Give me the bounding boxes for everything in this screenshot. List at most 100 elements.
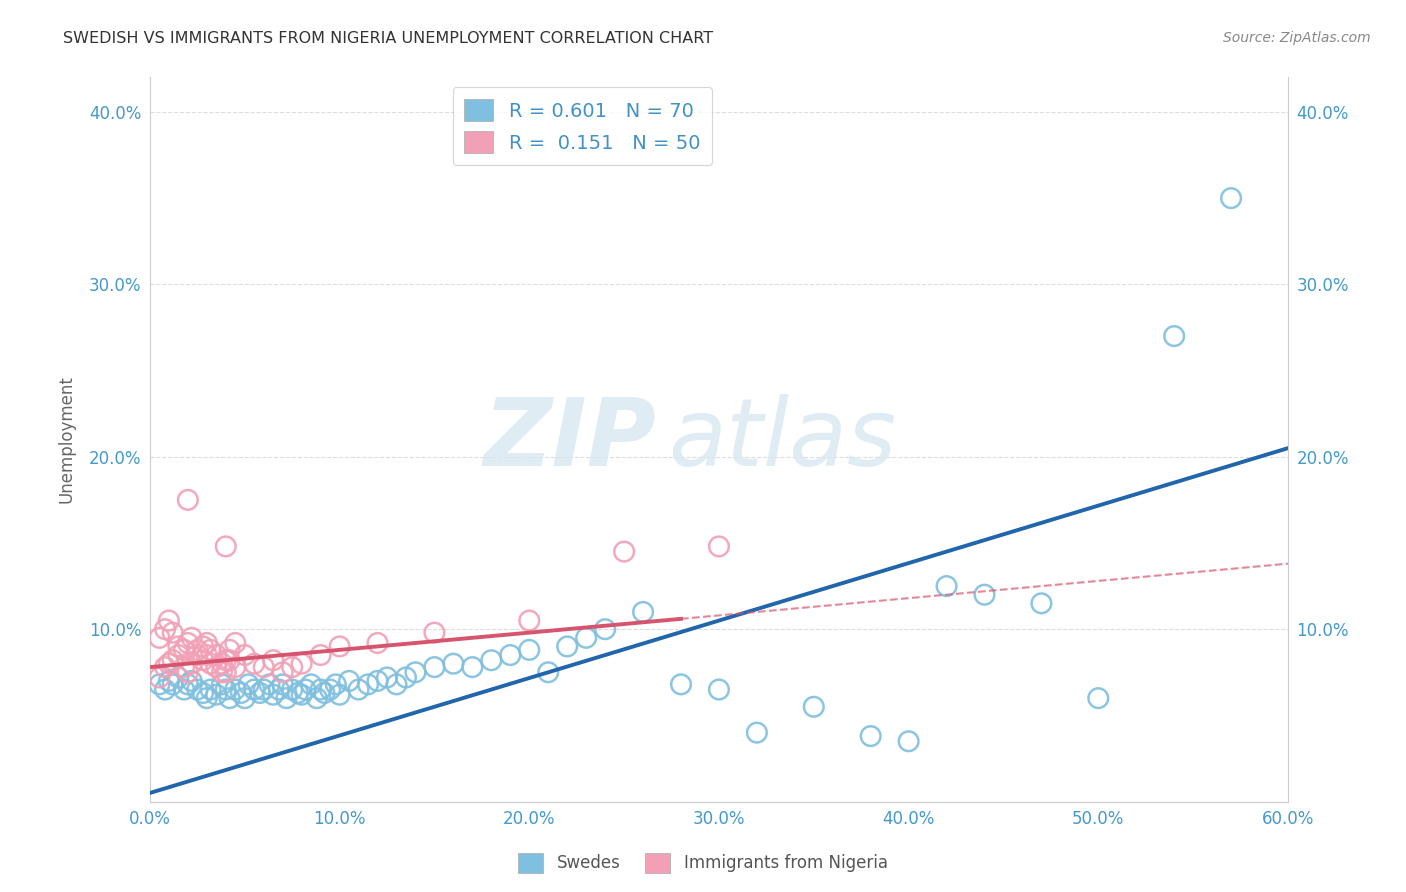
Point <box>167 648 190 662</box>
Point <box>897 734 920 748</box>
Point <box>613 544 636 558</box>
Point <box>325 677 347 691</box>
Point <box>177 492 200 507</box>
Point <box>375 670 398 684</box>
Point <box>215 665 238 680</box>
Point <box>367 636 389 650</box>
Point <box>200 682 222 697</box>
Point <box>191 653 214 667</box>
Point <box>180 657 202 671</box>
Point <box>575 631 598 645</box>
Point <box>271 677 294 691</box>
Point <box>271 665 294 680</box>
Point <box>200 643 222 657</box>
Point <box>186 648 208 662</box>
Point <box>935 579 957 593</box>
Point <box>707 682 730 697</box>
Point <box>309 682 332 697</box>
Point <box>177 665 200 680</box>
Point <box>211 665 233 680</box>
Point <box>803 699 825 714</box>
Point <box>291 657 314 671</box>
Point <box>191 686 214 700</box>
Point <box>249 686 271 700</box>
Point <box>205 648 228 662</box>
Point <box>148 670 170 684</box>
Text: atlas: atlas <box>668 394 896 485</box>
Point <box>669 677 692 691</box>
Point <box>224 682 246 697</box>
Point <box>229 686 252 700</box>
Point <box>186 682 208 697</box>
Point <box>281 660 304 674</box>
Legend: Swedes, Immigrants from Nigeria: Swedes, Immigrants from Nigeria <box>512 847 894 880</box>
Text: Source: ZipAtlas.com: Source: ZipAtlas.com <box>1223 31 1371 45</box>
Point <box>153 682 176 697</box>
Point <box>153 622 176 636</box>
Point <box>243 657 266 671</box>
Point <box>180 631 202 645</box>
Point <box>157 657 180 671</box>
Text: ZIP: ZIP <box>484 393 657 485</box>
Point <box>593 622 616 636</box>
Point <box>157 614 180 628</box>
Point <box>385 677 408 691</box>
Point <box>173 643 195 657</box>
Point <box>153 660 176 674</box>
Point <box>215 682 238 697</box>
Point <box>347 682 370 697</box>
Point <box>224 636 246 650</box>
Point <box>441 657 464 671</box>
Point <box>404 665 426 680</box>
Point <box>177 636 200 650</box>
Point <box>253 660 276 674</box>
Point <box>707 540 730 554</box>
Point <box>631 605 654 619</box>
Point <box>517 614 540 628</box>
Point <box>148 631 170 645</box>
Point <box>555 640 578 654</box>
Point <box>162 653 184 667</box>
Point <box>205 688 228 702</box>
Point <box>243 682 266 697</box>
Point <box>262 688 284 702</box>
Point <box>337 673 360 688</box>
Point <box>173 682 195 697</box>
Point <box>180 673 202 688</box>
Point <box>224 660 246 674</box>
Point <box>537 665 560 680</box>
Point <box>211 657 233 671</box>
Point <box>1220 191 1243 205</box>
Point <box>215 653 238 667</box>
Point <box>745 725 768 739</box>
Point <box>299 677 322 691</box>
Point <box>517 643 540 657</box>
Point <box>218 653 240 667</box>
Point <box>395 670 418 684</box>
Point <box>218 643 240 657</box>
Point <box>195 691 218 706</box>
Point <box>294 682 316 697</box>
Point <box>1031 596 1053 610</box>
Point <box>205 660 228 674</box>
Y-axis label: Unemployment: Unemployment <box>58 376 75 503</box>
Point <box>319 682 342 697</box>
Point <box>238 677 260 691</box>
Point <box>291 688 314 702</box>
Point <box>215 540 238 554</box>
Point <box>200 657 222 671</box>
Point <box>309 648 332 662</box>
Point <box>859 729 882 743</box>
Point <box>329 688 352 702</box>
Point <box>157 673 180 688</box>
Point <box>287 686 309 700</box>
Point <box>253 682 276 697</box>
Point <box>314 686 336 700</box>
Point <box>211 677 233 691</box>
Point <box>973 588 995 602</box>
Point <box>186 643 208 657</box>
Point <box>259 677 281 691</box>
Point <box>305 691 328 706</box>
Point <box>367 673 389 688</box>
Legend: R = 0.601   N = 70, R =  0.151   N = 50: R = 0.601 N = 70, R = 0.151 N = 50 <box>453 87 713 165</box>
